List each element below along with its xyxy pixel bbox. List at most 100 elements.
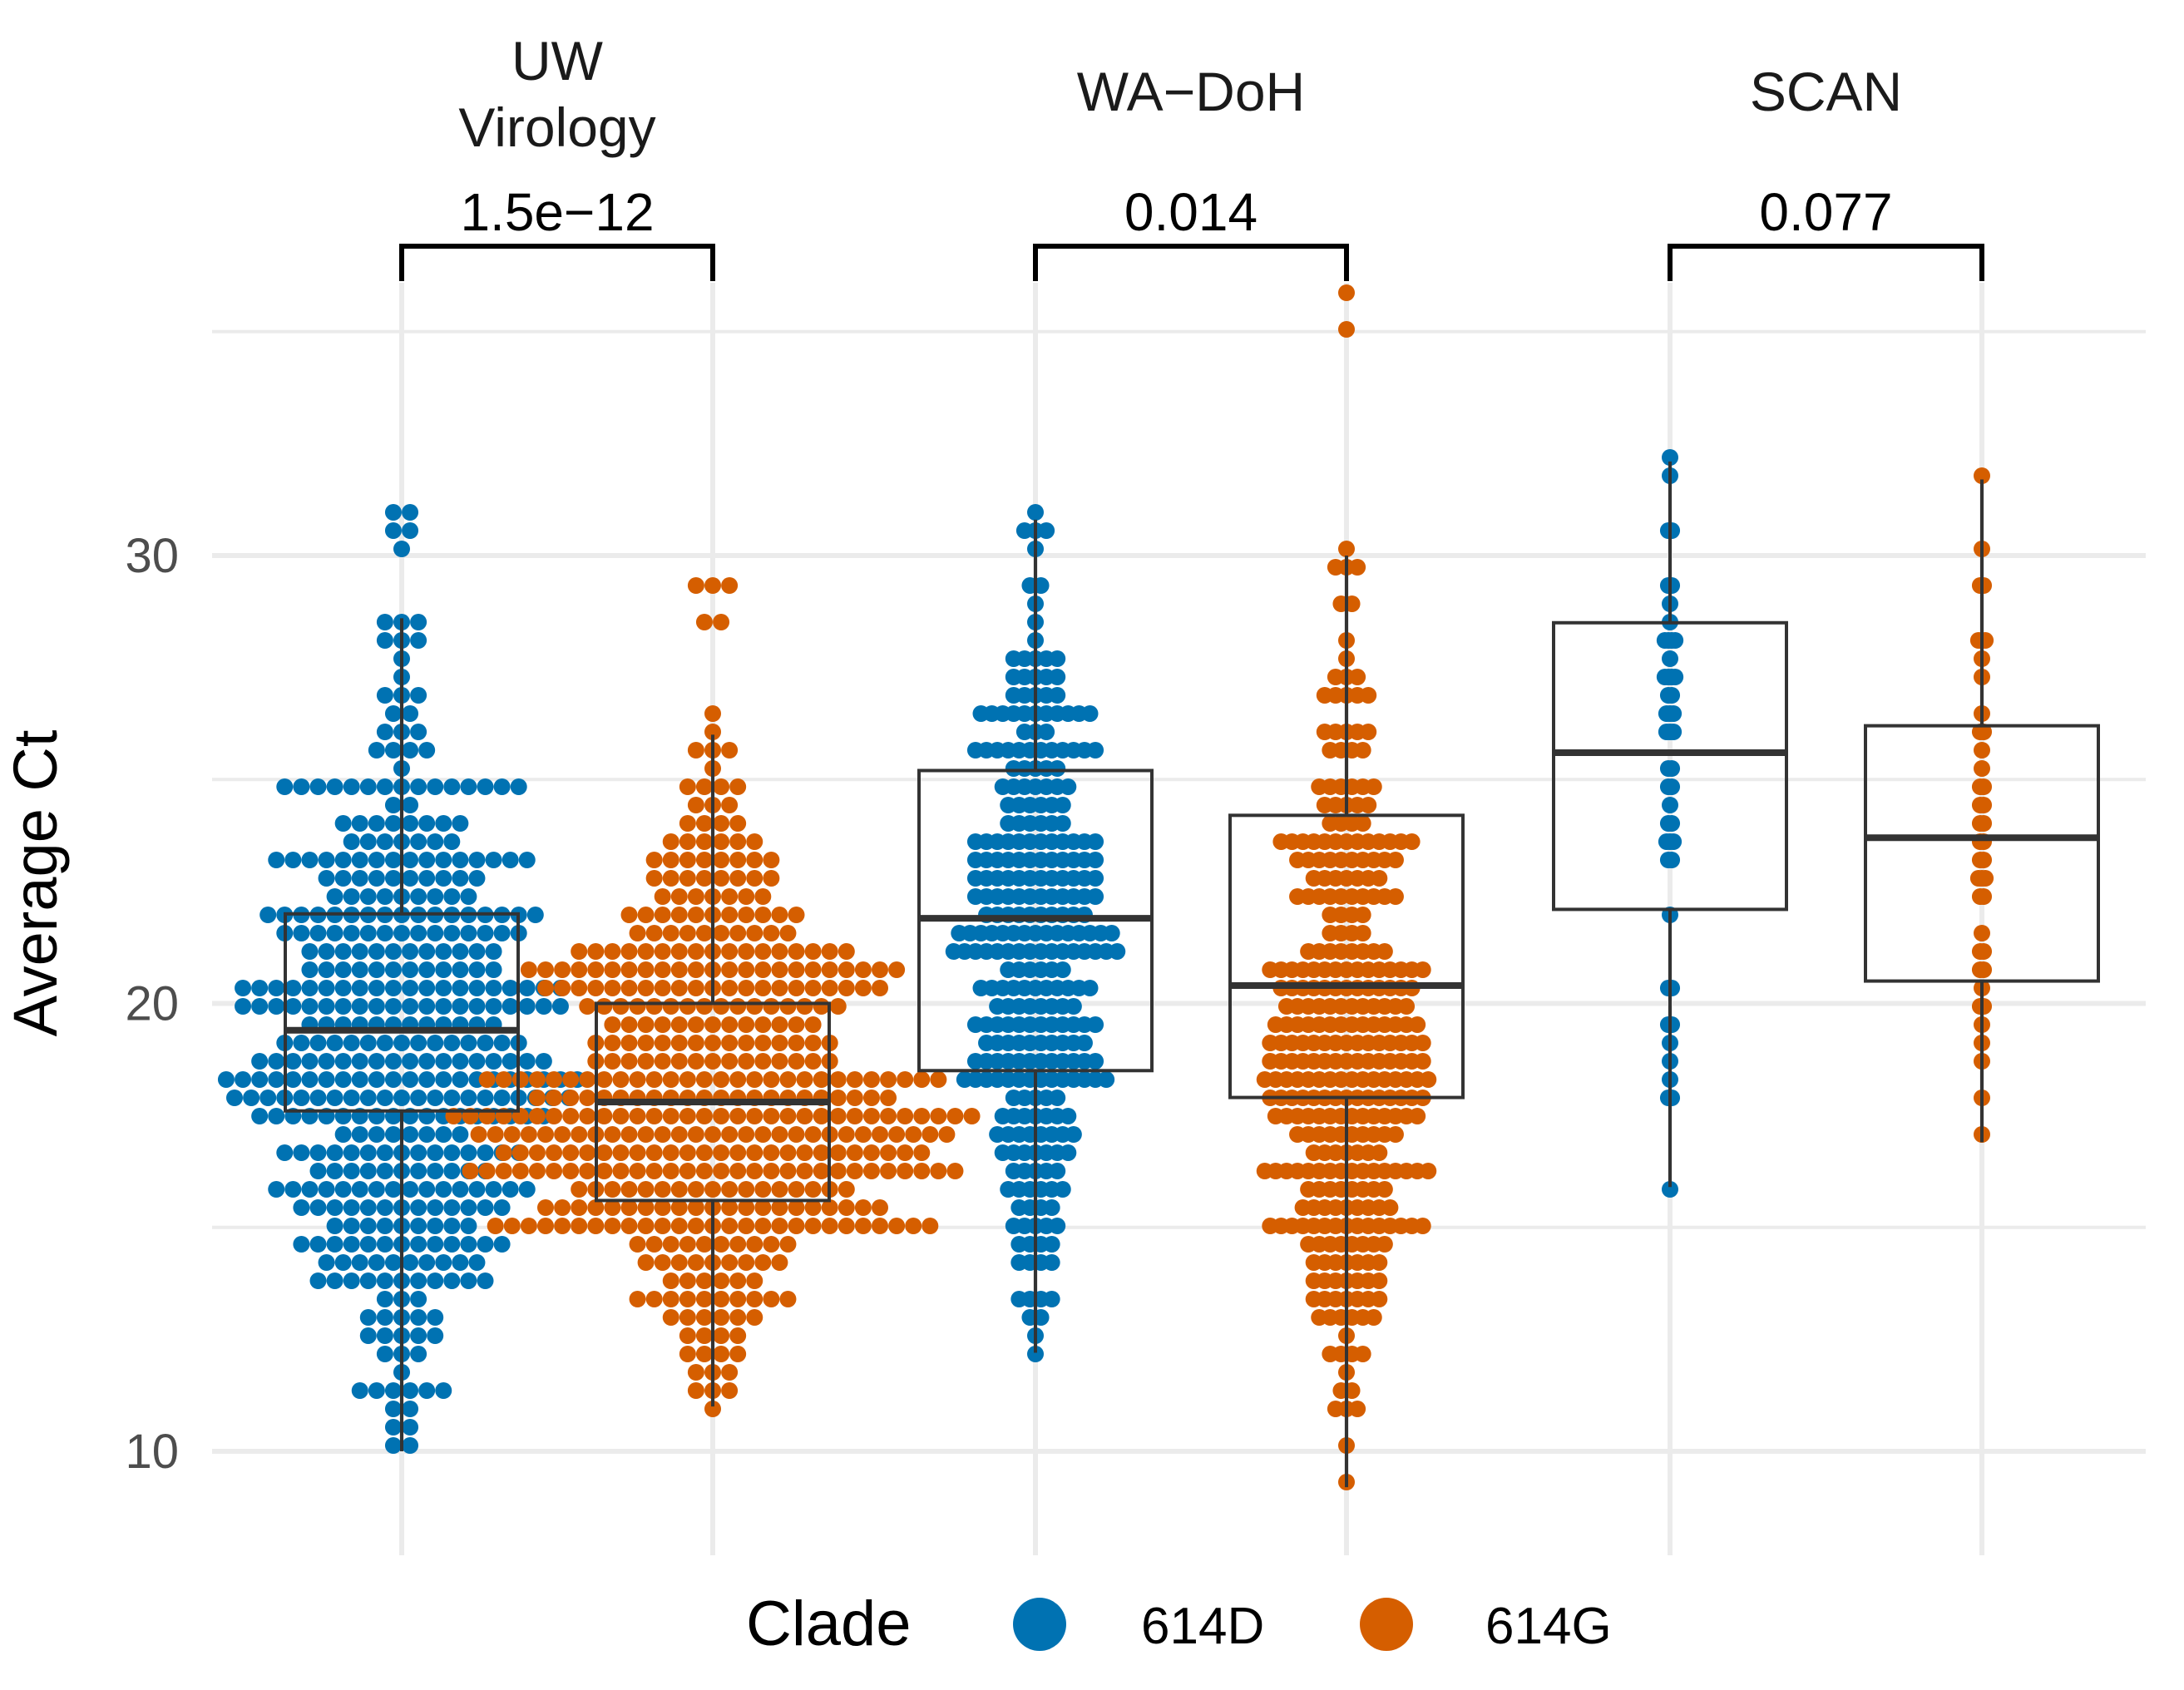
data-point-614D	[427, 1272, 444, 1289]
data-point-614D	[1054, 797, 1071, 813]
data-point-614D	[435, 998, 452, 1015]
data-point-614G	[462, 1163, 479, 1179]
data-point-614G	[763, 1144, 780, 1161]
data-point-614D	[1662, 449, 1678, 466]
data-point-614D	[326, 1218, 343, 1234]
data-point-614G	[1974, 742, 1990, 759]
data-point-614G	[713, 1144, 730, 1161]
data-point-614D	[359, 1218, 377, 1234]
data-point-614D	[468, 852, 486, 868]
data-point-614G	[1414, 1218, 1431, 1234]
data-point-614G	[1371, 1272, 1388, 1289]
data-point-614D	[435, 852, 452, 868]
data-point-614G	[813, 1163, 830, 1179]
data-point-614G	[771, 1199, 788, 1216]
data-point-614G	[763, 998, 780, 1015]
data-point-614G	[679, 1144, 696, 1161]
data-point-614D	[502, 980, 519, 996]
data-point-614D	[376, 1236, 393, 1253]
data-point-614D	[1663, 852, 1681, 868]
significance-bracket	[1668, 244, 1984, 281]
data-point-614G	[1975, 943, 1993, 960]
data-point-614G	[771, 1218, 788, 1234]
data-point-614D	[460, 1236, 477, 1253]
box-iqr	[284, 912, 520, 1113]
data-point-614G	[713, 1327, 730, 1344]
data-point-614G	[754, 943, 772, 960]
data-point-614G	[1371, 870, 1388, 887]
data-point-614G	[763, 870, 780, 887]
data-point-614G	[862, 1163, 880, 1179]
data-point-614G	[679, 852, 696, 868]
data-point-614D	[235, 998, 252, 1015]
data-point-614D	[359, 1090, 377, 1106]
data-point-614D	[384, 1254, 402, 1271]
data-point-614G	[721, 797, 739, 813]
data-point-614G	[788, 943, 805, 960]
boxplots	[284, 461, 2100, 1488]
data-point-614D	[410, 632, 427, 649]
data-point-614G	[854, 1199, 872, 1216]
data-point-614D	[309, 1199, 327, 1216]
data-point-614D	[368, 980, 385, 996]
data-point-614G	[1371, 1254, 1388, 1271]
data-point-614G	[645, 925, 663, 941]
data-point-614D	[485, 998, 502, 1015]
data-point-614G	[487, 1218, 504, 1234]
data-point-614G	[562, 1090, 580, 1106]
data-point-614G	[746, 925, 763, 941]
data-point-614D	[318, 1071, 335, 1088]
data-point-614G	[670, 1126, 688, 1143]
data-point-614G	[1975, 797, 1993, 813]
data-point-614G	[1974, 467, 1990, 484]
data-point-614G	[595, 1144, 613, 1161]
data-point-614D	[284, 998, 302, 1015]
data-point-614D	[359, 1144, 377, 1161]
data-point-614G	[721, 980, 739, 996]
data-point-614G	[579, 1090, 596, 1106]
data-point-614D	[477, 1199, 494, 1216]
data-point-614G	[687, 1053, 704, 1070]
data-point-614D	[410, 687, 427, 704]
data-point-614G	[846, 1163, 863, 1179]
data-point-614G	[721, 742, 739, 759]
data-point-614G	[1354, 925, 1371, 941]
data-point-614G	[662, 1163, 679, 1179]
data-point-614G	[537, 980, 554, 996]
data-point-614G	[662, 833, 679, 850]
data-point-614G	[620, 1035, 638, 1051]
data-point-614G	[763, 1163, 780, 1179]
data-point-614G	[779, 1236, 797, 1253]
data-point-614D	[502, 852, 519, 868]
data-point-614D	[384, 797, 402, 813]
data-point-614D	[410, 925, 427, 941]
data-point-614D	[368, 870, 385, 887]
data-point-614D	[427, 1163, 444, 1179]
data-point-614D	[410, 1309, 427, 1326]
data-point-614G	[554, 1199, 571, 1216]
data-point-614D	[301, 980, 319, 996]
data-point-614G	[1975, 815, 1993, 832]
data-point-614G	[695, 1346, 713, 1362]
data-point-614G	[729, 998, 747, 1015]
data-point-614G	[738, 907, 755, 923]
data-point-614G	[645, 870, 663, 887]
data-point-614G	[604, 1016, 621, 1033]
data-point-614G	[520, 1218, 537, 1234]
data-point-614G	[687, 1035, 704, 1051]
data-point-614G	[746, 870, 763, 887]
data-point-614G	[713, 1108, 730, 1124]
data-point-614G	[880, 1090, 897, 1106]
data-point-614D	[384, 815, 402, 832]
data-point-614G	[1403, 833, 1421, 850]
data-point-614G	[922, 1218, 939, 1234]
data-point-614G	[679, 1071, 696, 1088]
data-point-614G	[637, 961, 655, 978]
data-point-614G	[804, 961, 822, 978]
data-point-614G	[637, 1016, 655, 1033]
data-point-614D	[427, 833, 444, 850]
data-point-614D	[368, 1126, 385, 1143]
data-point-614D	[384, 1382, 402, 1399]
data-point-614D	[460, 888, 477, 905]
data-point-614D	[443, 1035, 461, 1051]
